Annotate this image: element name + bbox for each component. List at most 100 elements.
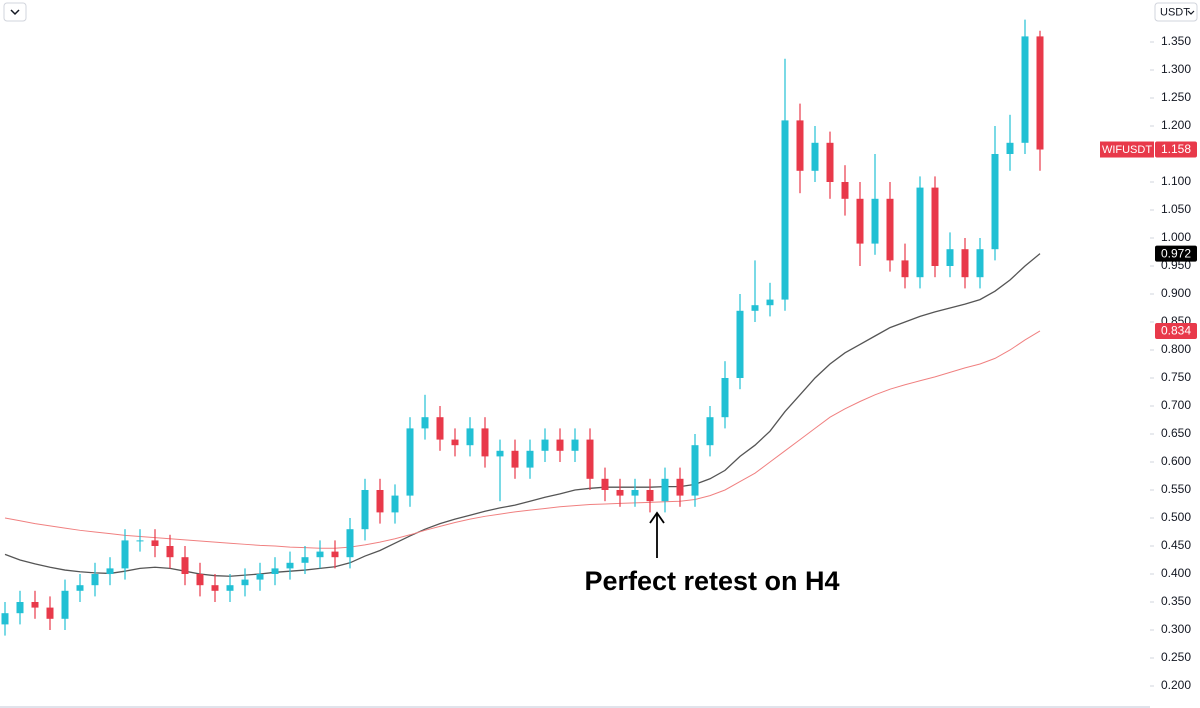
candle-body <box>436 417 444 440</box>
candle-body <box>736 310 744 378</box>
y-tick-label: 0.350 <box>1161 594 1191 608</box>
y-tick-label: 0.400 <box>1161 566 1191 580</box>
candle-body <box>556 439 564 451</box>
candle-body <box>721 377 729 418</box>
candle-body <box>616 489 624 496</box>
candle-body <box>541 439 549 451</box>
symbol-label: WIFUSDT <box>1102 144 1152 156</box>
y-tick-label: 1.350 <box>1161 34 1191 48</box>
candle-body <box>301 557 309 563</box>
candle-body <box>421 417 429 429</box>
price-badge <box>1155 245 1197 262</box>
dropdown-button[interactable] <box>3 2 27 22</box>
candle-body <box>811 142 819 171</box>
candle-body <box>361 489 369 530</box>
y-tick-label: 0.550 <box>1161 482 1191 496</box>
moving-average <box>4 330 1041 549</box>
candle-body <box>991 153 999 250</box>
candle-body <box>331 551 339 558</box>
candle-body <box>481 428 489 457</box>
candle-body <box>1 613 9 625</box>
y-tick-label: 1.300 <box>1161 62 1191 76</box>
candle-body <box>466 428 474 446</box>
candle-body <box>451 439 459 446</box>
candle-body <box>871 198 879 244</box>
candle-body <box>886 198 894 261</box>
y-tick-label: 0.450 <box>1161 538 1191 552</box>
candle-body <box>76 585 84 591</box>
candle-body <box>931 187 939 266</box>
y-tick-label: 0.800 <box>1161 342 1191 356</box>
candle-body <box>796 120 804 171</box>
candle-body <box>91 573 99 586</box>
candle-body <box>976 249 984 278</box>
candle-body <box>781 120 789 300</box>
candle-body <box>676 478 684 496</box>
y-tick-label: 0.200 <box>1161 678 1191 692</box>
candle-body <box>841 181 849 199</box>
price-badge <box>1155 322 1197 339</box>
candle-body <box>856 198 864 244</box>
dropdown-caret <box>10 9 20 16</box>
candle-body <box>526 450 534 468</box>
bottom-border <box>0 706 1150 708</box>
candle-body <box>196 573 204 586</box>
y-tick-label: 0.900 <box>1161 286 1191 300</box>
candle-body <box>136 540 144 542</box>
candle-body <box>901 260 909 278</box>
candle-body <box>751 305 759 311</box>
y-tick-label: 0.650 <box>1161 426 1191 440</box>
currency: USDT <box>1160 6 1190 18</box>
candle-body <box>916 187 924 278</box>
y-tick-label: 0.250 <box>1161 650 1191 664</box>
y-tick-label: 1.050 <box>1161 202 1191 216</box>
currency-caret <box>1187 10 1195 15</box>
candle-body <box>286 562 294 569</box>
candle-body <box>586 439 594 479</box>
candle-body <box>1006 142 1014 154</box>
candle-body <box>181 557 189 574</box>
annotation-arrowhead <box>649 511 665 524</box>
candle-body <box>961 249 969 278</box>
candle-body <box>241 579 249 586</box>
candle-body <box>61 590 69 619</box>
y-tick-label: 1.250 <box>1161 90 1191 104</box>
candle-body <box>1036 36 1044 150</box>
candle-body <box>766 299 774 306</box>
price-badge-label: 1.158 <box>1161 142 1191 156</box>
y-tick-label: 0.300 <box>1161 622 1191 636</box>
candle-body <box>571 439 579 451</box>
candle-body <box>601 478 609 490</box>
candle-body <box>166 545 174 558</box>
candle-body <box>121 540 129 569</box>
symbol-badge <box>1100 141 1154 158</box>
candle-body <box>826 142 834 182</box>
candle-body <box>1021 36 1029 143</box>
candle-body <box>511 450 519 468</box>
price-badge-label: 0.834 <box>1161 324 1191 338</box>
candle-body <box>256 573 264 580</box>
candle-body <box>346 529 354 558</box>
candle-body <box>391 495 399 513</box>
annotation: Perfect retest on H4 <box>584 566 839 596</box>
candle-body <box>226 585 234 591</box>
moving-average <box>4 253 1041 577</box>
y-tick-label: 0.750 <box>1161 370 1191 384</box>
y-tick-label: 1.100 <box>1161 174 1191 188</box>
y-tick-label: 1.200 <box>1161 118 1191 132</box>
candle-body <box>211 585 219 591</box>
candle-body <box>706 417 714 446</box>
y-tick-label: 1.000 <box>1161 230 1191 244</box>
candle-body <box>46 607 54 619</box>
candle-body <box>106 568 114 574</box>
candle-body <box>316 551 324 558</box>
candle-body <box>946 249 954 266</box>
candle-body <box>406 428 414 496</box>
price-badge-label: 0.972 <box>1161 246 1191 260</box>
candle-body <box>496 450 504 457</box>
candle-body <box>16 601 24 614</box>
currency-button[interactable] <box>1154 2 1198 22</box>
candle-body <box>376 489 384 513</box>
candle-body <box>661 478 669 502</box>
